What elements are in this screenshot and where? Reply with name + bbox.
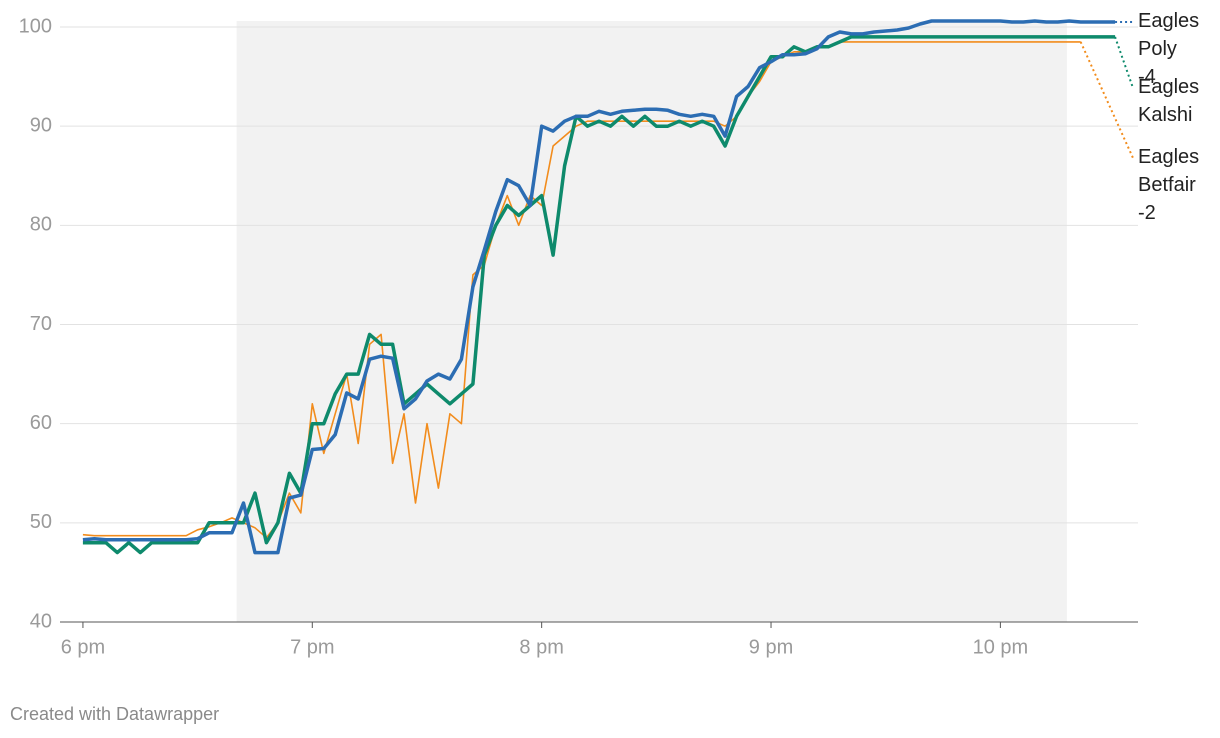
x-tick-label: 6 pm	[61, 636, 105, 658]
x-tick-label: 7 pm	[290, 636, 334, 658]
x-tick-label: 9 pm	[749, 636, 793, 658]
label-connector	[1079, 41, 1134, 159]
series-label: Eagles Betfair -2	[1138, 146, 1199, 224]
y-tick-label: 70	[30, 313, 52, 335]
y-tick-label: 60	[30, 412, 52, 434]
x-tick-label: 10 pm	[973, 636, 1029, 658]
label-connector	[1114, 36, 1134, 89]
highlight-band	[236, 21, 1067, 622]
y-tick-label: 90	[30, 114, 52, 136]
credit: Created with Datawrapper	[10, 704, 219, 724]
y-tick-label: 50	[30, 511, 52, 533]
series-label: Eagles Poly -4	[1138, 10, 1199, 88]
series-line	[82, 35, 1116, 555]
y-tick-label: 100	[19, 15, 52, 37]
y-tick-label: 80	[30, 214, 52, 236]
series-line	[82, 19, 1116, 555]
x-tick-label: 8 pm	[519, 636, 563, 658]
series-label: Eagles Kalshi	[1138, 76, 1199, 126]
y-tick-label: 40	[30, 610, 52, 632]
